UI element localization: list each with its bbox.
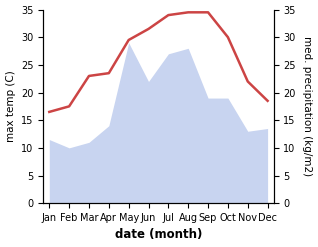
Y-axis label: med. precipitation (kg/m2): med. precipitation (kg/m2) [302, 36, 313, 176]
Y-axis label: max temp (C): max temp (C) [5, 70, 16, 142]
X-axis label: date (month): date (month) [115, 228, 202, 242]
